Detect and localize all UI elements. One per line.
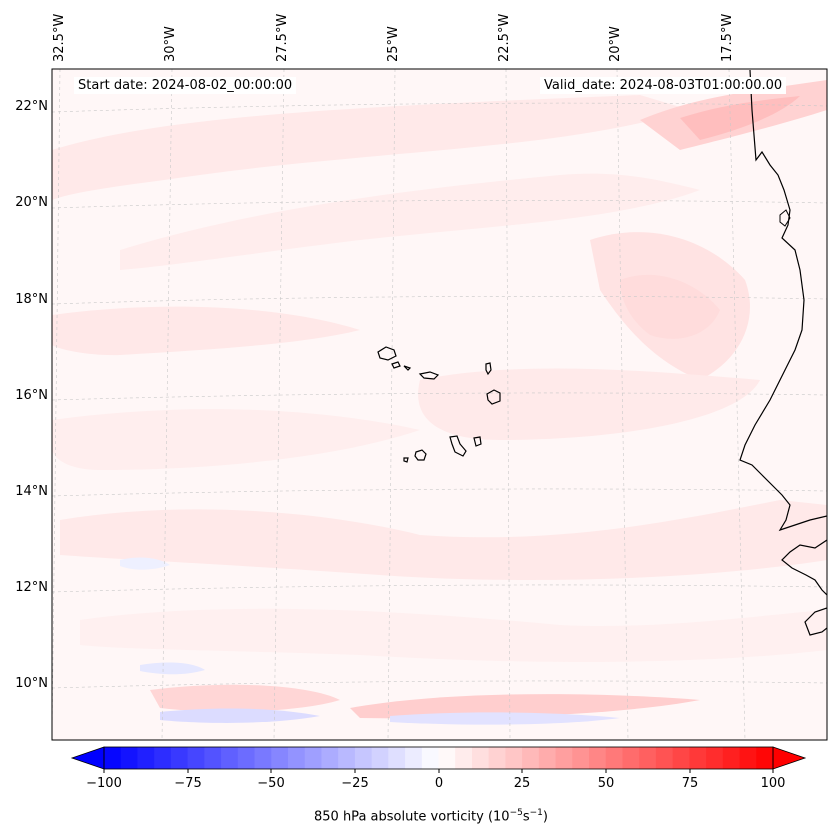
cb-tick-minus50: −50 (257, 776, 285, 791)
colorbar-segment (438, 747, 456, 769)
cb-tick-100: 100 (760, 776, 786, 791)
valid-date-label: Valid_date: 2024-08-03T01:00:00.00 (540, 77, 787, 94)
colorbar-segment (354, 747, 373, 769)
lat-label-18n: 18°N (15, 292, 48, 307)
colorbar-segment (137, 747, 155, 769)
colorbar-segment (572, 747, 590, 769)
lon-label-32-5w: 32.5°W (52, 13, 67, 62)
colorbar-segment (605, 747, 623, 769)
colorbar-segment (187, 747, 205, 769)
gridlines (52, 69, 827, 740)
cb-tick-minus100: −100 (86, 776, 122, 791)
colorbar-segment (672, 747, 690, 769)
colorbar-segment (655, 747, 674, 769)
map-frame (51, 68, 828, 741)
lon-label-17-5w: 17.5°W (720, 13, 735, 62)
colorbar-segment (689, 747, 707, 769)
cb-tick-50: 50 (597, 776, 615, 791)
lon-label-20w: 20°W (608, 26, 623, 62)
colorbar-segment (471, 747, 490, 769)
island-brava (403, 457, 409, 463)
island-santiago (449, 435, 467, 457)
lon-label-27-5w: 27.5°W (275, 13, 290, 62)
lon-label-25w: 25°W (386, 26, 401, 62)
colorbar-segment (522, 747, 540, 769)
colorbar-segment (756, 747, 774, 769)
colorbar-extend-min (70, 746, 105, 770)
cb-tick-minus25: −25 (341, 776, 369, 791)
colorbar-segment (287, 747, 306, 769)
colorbar-segment (371, 747, 389, 769)
colorbar-segment (120, 747, 138, 769)
start-date-label: Start date: 2024-08-02_00:00:00 (74, 77, 297, 94)
lon-label-22-5w: 22.5°W (497, 13, 512, 62)
lat-label-14n: 14°N (15, 484, 48, 499)
colorbar-extend-max (772, 746, 807, 770)
colorbar-segment (739, 747, 757, 769)
colorbar-segment (304, 747, 322, 769)
colorbar-segment (455, 747, 473, 769)
map-background (52, 69, 827, 740)
colorbar-segment (204, 747, 222, 769)
lat-label-12n: 12°N (15, 580, 48, 595)
island-sao-vicente (391, 361, 401, 369)
island-santa-luzia (403, 365, 412, 371)
cb-tick-0: 0 (434, 776, 444, 791)
lat-label-22n: 22°N (15, 99, 48, 114)
lon-label-30w: 30°W (163, 26, 178, 62)
colorbar-segment (622, 747, 640, 769)
colorbar-segment (338, 747, 356, 769)
colorbar-segment (505, 747, 523, 769)
island-sao-nicolau (418, 371, 440, 380)
colorbar-segment (538, 747, 557, 769)
canary-island-fragment (779, 209, 791, 227)
africa-coastline (739, 69, 827, 532)
lat-label-20n: 20°N (15, 195, 48, 210)
colorbar-segment (254, 747, 272, 769)
colorbar-segment (170, 747, 189, 769)
lat-label-10n: 10°N (15, 676, 48, 691)
cb-tick-75: 75 (681, 776, 699, 791)
colorbar-segment (271, 747, 289, 769)
colorbar (70, 746, 807, 773)
colorbar-segment (405, 747, 423, 769)
colorbar-segment (221, 747, 239, 769)
island-boa-vista (486, 389, 501, 405)
colorbar-segment (321, 747, 339, 769)
colorbar-segment (555, 747, 573, 769)
colorbar-ticks (103, 769, 774, 773)
colorbar-segment (722, 747, 741, 769)
vorticity-field (52, 80, 827, 725)
cb-tick-25: 25 (513, 776, 531, 791)
island-sal (485, 362, 492, 376)
colorbar-segment (421, 747, 439, 769)
africa-coastline-tip (804, 607, 827, 636)
colorbar-segments (104, 747, 774, 769)
colorbar-title: 850 hPa absolute vorticity (10−5s−1) (314, 808, 548, 825)
colorbar-segment (589, 747, 607, 769)
colorbar-segment (388, 747, 406, 769)
cape-verde-islands (377, 346, 501, 463)
colorbar-segment (154, 747, 172, 769)
island-maio (473, 436, 482, 447)
colorbar-segment (104, 747, 122, 769)
island-santo-antao (377, 346, 397, 361)
lat-label-16n: 16°N (15, 388, 48, 403)
cb-tick-minus75: −75 (174, 776, 202, 791)
island-fogo (414, 449, 427, 461)
colorbar-segment (237, 747, 256, 769)
africa-coastline-south (781, 539, 827, 596)
colorbar-segment (488, 747, 506, 769)
colorbar-segment (639, 747, 657, 769)
colorbar-segment (706, 747, 724, 769)
